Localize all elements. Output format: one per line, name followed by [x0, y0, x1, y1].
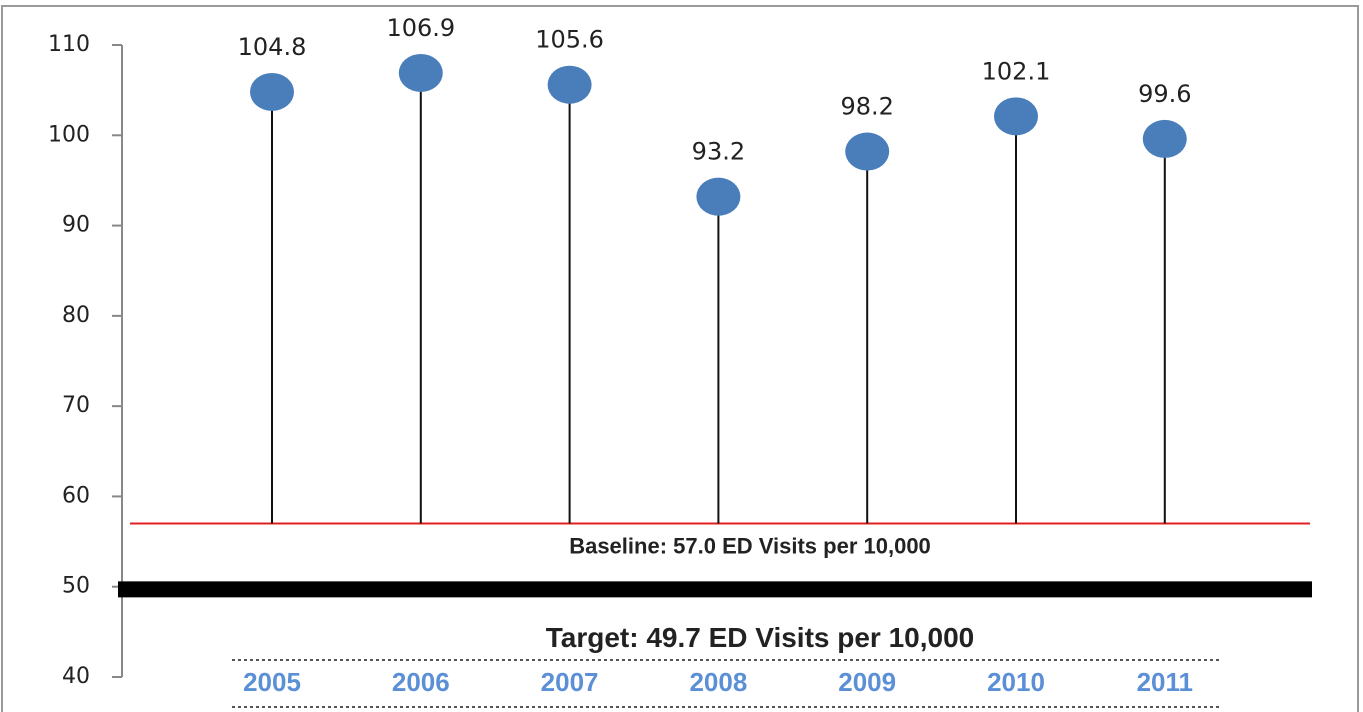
target-label: Target: 49.7 ED Visits per 10,000 — [546, 622, 975, 653]
baseline-label: Baseline: 57.0 ED Visits per 10,000 — [569, 533, 931, 558]
dot — [547, 65, 592, 104]
dot — [250, 72, 294, 111]
y-tick-label: 80 — [62, 303, 90, 328]
x-tick-label: 2005 — [243, 667, 301, 697]
dot — [398, 53, 443, 92]
y-tick-label: 100 — [48, 122, 90, 147]
y-tick-label: 50 — [62, 574, 90, 599]
dot — [845, 132, 890, 171]
x-tick-label: 2008 — [689, 667, 747, 697]
chart-frame — [1, 5, 1359, 712]
x-tick-label: 2006 — [392, 667, 450, 697]
y-tick-label: 110 — [48, 32, 90, 57]
value-label: 106.9 — [386, 14, 455, 42]
value-label: 93.2 — [692, 138, 745, 166]
y-tick-label: 40 — [62, 664, 90, 689]
y-tick-label: 70 — [62, 393, 90, 418]
y-tick-label: 90 — [62, 213, 90, 238]
x-tick-label: 2009 — [838, 667, 896, 697]
value-label: 104.8 — [238, 33, 307, 61]
value-label: 99.6 — [1138, 80, 1191, 108]
value-label: 102.1 — [982, 57, 1051, 85]
x-tick-label: 2007 — [541, 667, 599, 697]
value-label: 105.6 — [535, 26, 604, 54]
y-tick-label: 60 — [62, 483, 90, 508]
dot — [696, 177, 741, 216]
dot — [994, 97, 1038, 136]
x-tick-label: 2011 — [1137, 667, 1193, 697]
x-tick-label: 2010 — [987, 667, 1045, 697]
value-label: 98.2 — [840, 93, 893, 121]
dot — [1142, 119, 1187, 158]
